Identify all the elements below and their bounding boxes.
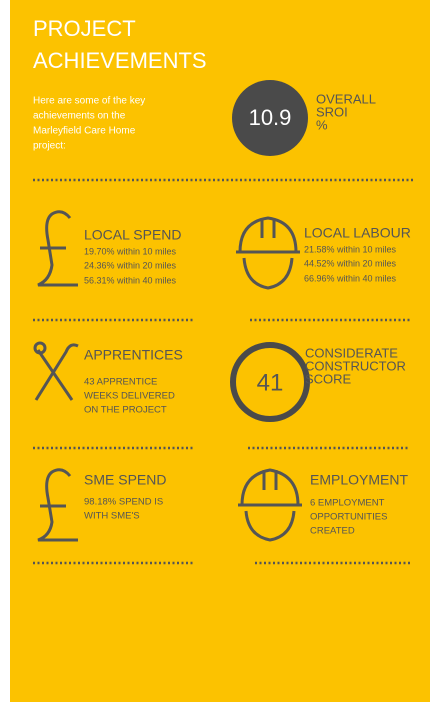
section-line: 98.18% SPEND IS — [84, 497, 163, 508]
section-line: CREATED — [310, 526, 355, 537]
section-line: 44.52% within 20 miles — [304, 258, 397, 268]
section-line: 66.96% within 40 miles — [304, 273, 397, 283]
background — [10, 0, 430, 702]
section-line: WEEKS DELIVERED — [84, 391, 175, 402]
sroi-value: 10.9 — [249, 105, 292, 130]
tools-icon — [33, 341, 79, 401]
pound-icon — [37, 468, 78, 542]
sroi-label: SROI — [316, 104, 348, 119]
pound-icon — [37, 210, 78, 287]
score-value: 41 — [257, 369, 284, 396]
score-circle — [230, 342, 310, 422]
helmet-icon — [238, 468, 302, 542]
section-line: 24.36% within 20 miles — [84, 260, 177, 270]
section-line: 19.70% within 10 miles — [84, 246, 177, 256]
section-title: LOCAL LABOUR — [304, 225, 411, 241]
section-line: 6 EMPLOYMENT — [310, 498, 385, 509]
section-title: CONSTRUCTOR — [305, 358, 406, 373]
title: PROJECT — [33, 16, 136, 41]
section-line: 21.58% within 10 miles — [304, 244, 397, 254]
sroi-label: OVERALL — [316, 91, 376, 106]
section-title: CONSIDERATE — [305, 345, 398, 360]
sroi-circle — [232, 80, 308, 156]
section-title: APPRENTICES — [84, 347, 183, 363]
section-line: WITH SME'S — [84, 511, 140, 522]
section-title: EMPLOYMENT — [310, 472, 408, 488]
section-title: LOCAL SPEND — [84, 227, 182, 243]
helmet-icon — [236, 216, 300, 290]
title: ACHIEVEMENTS — [33, 48, 207, 73]
section-title: SME SPEND — [84, 472, 166, 488]
sroi-label: % — [316, 117, 328, 132]
intro: achievements on the — [33, 111, 126, 122]
intro: project: — [33, 141, 66, 152]
section-title: SCORE — [305, 371, 352, 386]
section-line: 43 APPRENTICE — [84, 377, 157, 388]
intro: Here are some of the key — [33, 96, 145, 107]
section-line: 56.31% within 40 miles — [84, 275, 177, 285]
section-line: OPPORTUNITIES — [310, 512, 387, 523]
section-line: ON THE PROJECT — [84, 405, 167, 416]
intro: Marleyfield Care Home — [33, 126, 136, 137]
